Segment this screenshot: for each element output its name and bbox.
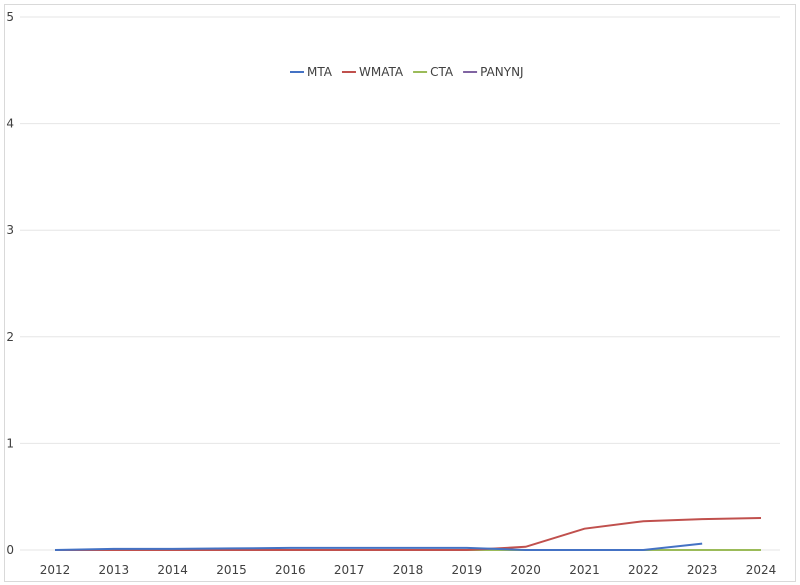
x-tick-label: 2014 [157, 563, 188, 577]
y-tick-label: 3 [6, 223, 14, 237]
y-tick-label: 1 [6, 436, 14, 450]
x-tick-label: 2022 [628, 563, 659, 577]
x-tick-label: 2018 [393, 563, 424, 577]
x-tick-label: 2017 [334, 563, 365, 577]
y-tick-label: 0 [6, 543, 14, 557]
series-line-wmata [55, 517, 762, 551]
x-tick-label: 2016 [275, 563, 306, 577]
legend-label-wmata: WMATA [359, 65, 404, 79]
y-tick-label: 2 [6, 330, 14, 344]
x-tick-label: 2019 [452, 563, 483, 577]
x-tick-label: 2021 [569, 563, 600, 577]
legend-label-panynj: PANYNJ [480, 65, 524, 79]
chart-frame [4, 4, 796, 582]
x-tick-label: 2020 [510, 563, 541, 577]
y-tick-label: 5 [6, 10, 14, 24]
x-tick-label: 2024 [746, 563, 777, 577]
x-tick-label: 2015 [216, 563, 247, 577]
x-tick-label: 2013 [99, 563, 130, 577]
series-line-mta [54, 542, 703, 551]
y-tick-label: 4 [6, 117, 14, 131]
x-tick-label: 2023 [687, 563, 718, 577]
legend-label-mta: MTA [307, 65, 333, 79]
x-tick-label: 2012 [40, 563, 71, 577]
legend-label-cta: CTA [430, 65, 454, 79]
